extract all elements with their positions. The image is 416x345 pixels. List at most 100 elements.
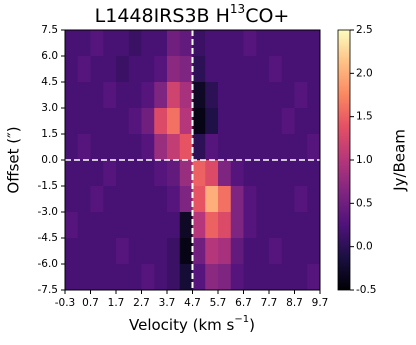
heatmap-cell [294, 56, 308, 83]
heatmap-cell [294, 160, 308, 187]
heatmap-cell [307, 108, 321, 135]
heatmap-cell [77, 56, 91, 83]
heatmap-cell [205, 56, 219, 83]
heatmap-cell [141, 56, 155, 83]
heatmap-cell [128, 160, 142, 187]
heatmap-cell [205, 264, 219, 291]
heatmap-cell [230, 212, 244, 239]
heatmap-cell [256, 56, 270, 83]
y-axis-label: Offset (″) [5, 126, 23, 193]
heatmap-cell [294, 82, 308, 109]
heatmap-cell [307, 212, 321, 239]
heatmap-cell [192, 264, 206, 291]
heatmap-cell [141, 134, 155, 161]
y-tick-label: 7.5 [41, 24, 58, 36]
y-tick-label: 6.0 [41, 50, 58, 62]
heatmap-cell [77, 108, 91, 135]
heatmap-cell [103, 134, 117, 161]
colorbar-tick-label: 2.0 [356, 67, 373, 79]
heatmap-cell [243, 30, 257, 57]
heatmap-cell [141, 82, 155, 109]
heatmap-cell [65, 160, 79, 187]
heatmap-cell [218, 56, 232, 83]
heatmap-cell [281, 238, 295, 265]
heatmap-cell [205, 30, 219, 57]
heatmap-cell [116, 212, 130, 239]
heatmap-cell [141, 186, 155, 213]
heatmap-cell [77, 186, 91, 213]
colorbar-tick-label: 2.5 [356, 24, 373, 36]
heatmap-cell [167, 134, 181, 161]
title-main: L1448IRS3B H [95, 5, 230, 27]
heatmap-cell [90, 238, 104, 265]
heatmap-cell [141, 108, 155, 135]
heatmap-cell [167, 56, 181, 83]
heatmap-cell [294, 212, 308, 239]
heatmap-cell [230, 30, 244, 57]
y-tick-label: -1.5 [38, 180, 59, 192]
heatmap-cell [154, 238, 168, 265]
heatmap-cell [307, 82, 321, 109]
heatmap-cell [307, 30, 321, 57]
heatmap-cell [256, 108, 270, 135]
heatmap-cell [256, 134, 270, 161]
heatmap-cell [307, 186, 321, 213]
heatmap-cell [77, 82, 91, 109]
heatmap-cell [269, 238, 283, 265]
heatmap-cell [103, 212, 117, 239]
heatmap-cell [294, 238, 308, 265]
heatmap-cell [256, 186, 270, 213]
heatmap-cell [205, 212, 219, 239]
heatmap-cell [77, 212, 91, 239]
heatmap-cell [65, 30, 79, 57]
heatmap-cell [243, 82, 257, 109]
heatmap-cell [128, 264, 142, 291]
heatmap-cell [218, 30, 232, 57]
heatmap-cell [192, 134, 206, 161]
y-tick-label: 0.0 [41, 154, 58, 166]
x-tick-label: 5.7 [210, 297, 227, 309]
heatmap-cell [218, 108, 232, 135]
heatmap-cell [256, 30, 270, 57]
y-tick-label: 4.5 [41, 76, 58, 88]
colorbar-tick-label: 0.5 [356, 197, 373, 209]
heatmap-cell [167, 30, 181, 57]
heatmap-cell [103, 56, 117, 83]
heatmap-cell [65, 56, 79, 83]
x-tick-label: -0.3 [55, 297, 76, 309]
heatmap-cell [141, 160, 155, 187]
heatmap-cell [205, 108, 219, 135]
x-tick-label: 3.7 [159, 297, 176, 309]
heatmap-cell [128, 30, 142, 57]
heatmap-cell [294, 30, 308, 57]
heatmap-cell [192, 186, 206, 213]
heatmap-cell [230, 264, 244, 291]
heatmap-cell [281, 134, 295, 161]
xlabel-sup: −1 [234, 314, 249, 325]
heatmap-cell [256, 82, 270, 109]
heatmap-cell [128, 212, 142, 239]
heatmap-cell [141, 264, 155, 291]
heatmap-cell [77, 30, 91, 57]
x-tick-label: 9.7 [312, 297, 329, 309]
heatmap-cell [116, 160, 130, 187]
heatmap-cell [65, 212, 79, 239]
y-tick-label: -4.5 [38, 232, 59, 244]
heatmap-cell [116, 186, 130, 213]
heatmap-cell [256, 212, 270, 239]
x-tick-label: 7.7 [261, 297, 278, 309]
heatmap-cell [103, 264, 117, 291]
heatmap-cell [192, 238, 206, 265]
heatmap-cell [256, 160, 270, 187]
heatmap-cell [230, 108, 244, 135]
heatmap-cell [77, 264, 91, 291]
heatmap-cell [103, 108, 117, 135]
heatmap-cell [154, 212, 168, 239]
heatmap-cell [269, 186, 283, 213]
heatmap-cell [179, 108, 193, 135]
heatmap-cell [205, 134, 219, 161]
heatmap-cell [230, 82, 244, 109]
heatmap-cell [90, 30, 104, 57]
heatmap-cell [294, 186, 308, 213]
heatmap-cell [269, 82, 283, 109]
